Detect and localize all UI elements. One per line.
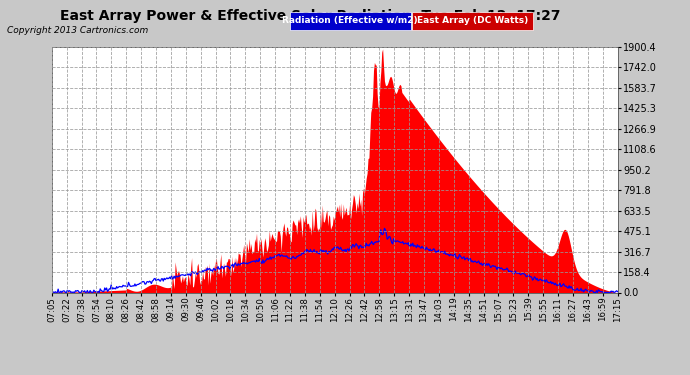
Text: East Array (DC Watts): East Array (DC Watts)	[417, 16, 528, 25]
Text: Copyright 2013 Cartronics.com: Copyright 2013 Cartronics.com	[7, 26, 148, 35]
Text: East Array Power & Effective Solar Radiation  Tue Feb 12  17:27: East Array Power & Effective Solar Radia…	[60, 9, 561, 23]
Text: Radiation (Effective w/m2): Radiation (Effective w/m2)	[282, 16, 418, 25]
